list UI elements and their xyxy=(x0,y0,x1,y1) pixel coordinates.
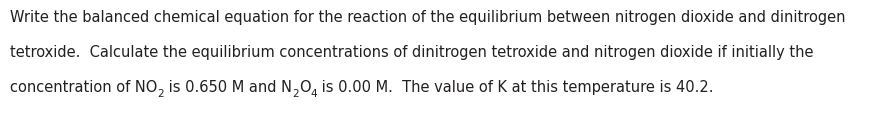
Text: 4: 4 xyxy=(310,88,317,98)
Text: tetroxide.  Calculate the equilibrium concentrations of dinitrogen tetroxide and: tetroxide. Calculate the equilibrium con… xyxy=(10,45,814,59)
Text: is 0.00 M.  The value of K at this temperature is 40.2.: is 0.00 M. The value of K at this temper… xyxy=(317,79,714,94)
Text: concentration of NO: concentration of NO xyxy=(10,79,157,94)
Text: O: O xyxy=(299,79,310,94)
Text: 2: 2 xyxy=(157,88,164,98)
Text: Write the balanced chemical equation for the reaction of the equilibrium between: Write the balanced chemical equation for… xyxy=(10,10,846,25)
Text: is 0.650 M and N: is 0.650 M and N xyxy=(164,79,292,94)
Text: 2: 2 xyxy=(292,88,299,98)
